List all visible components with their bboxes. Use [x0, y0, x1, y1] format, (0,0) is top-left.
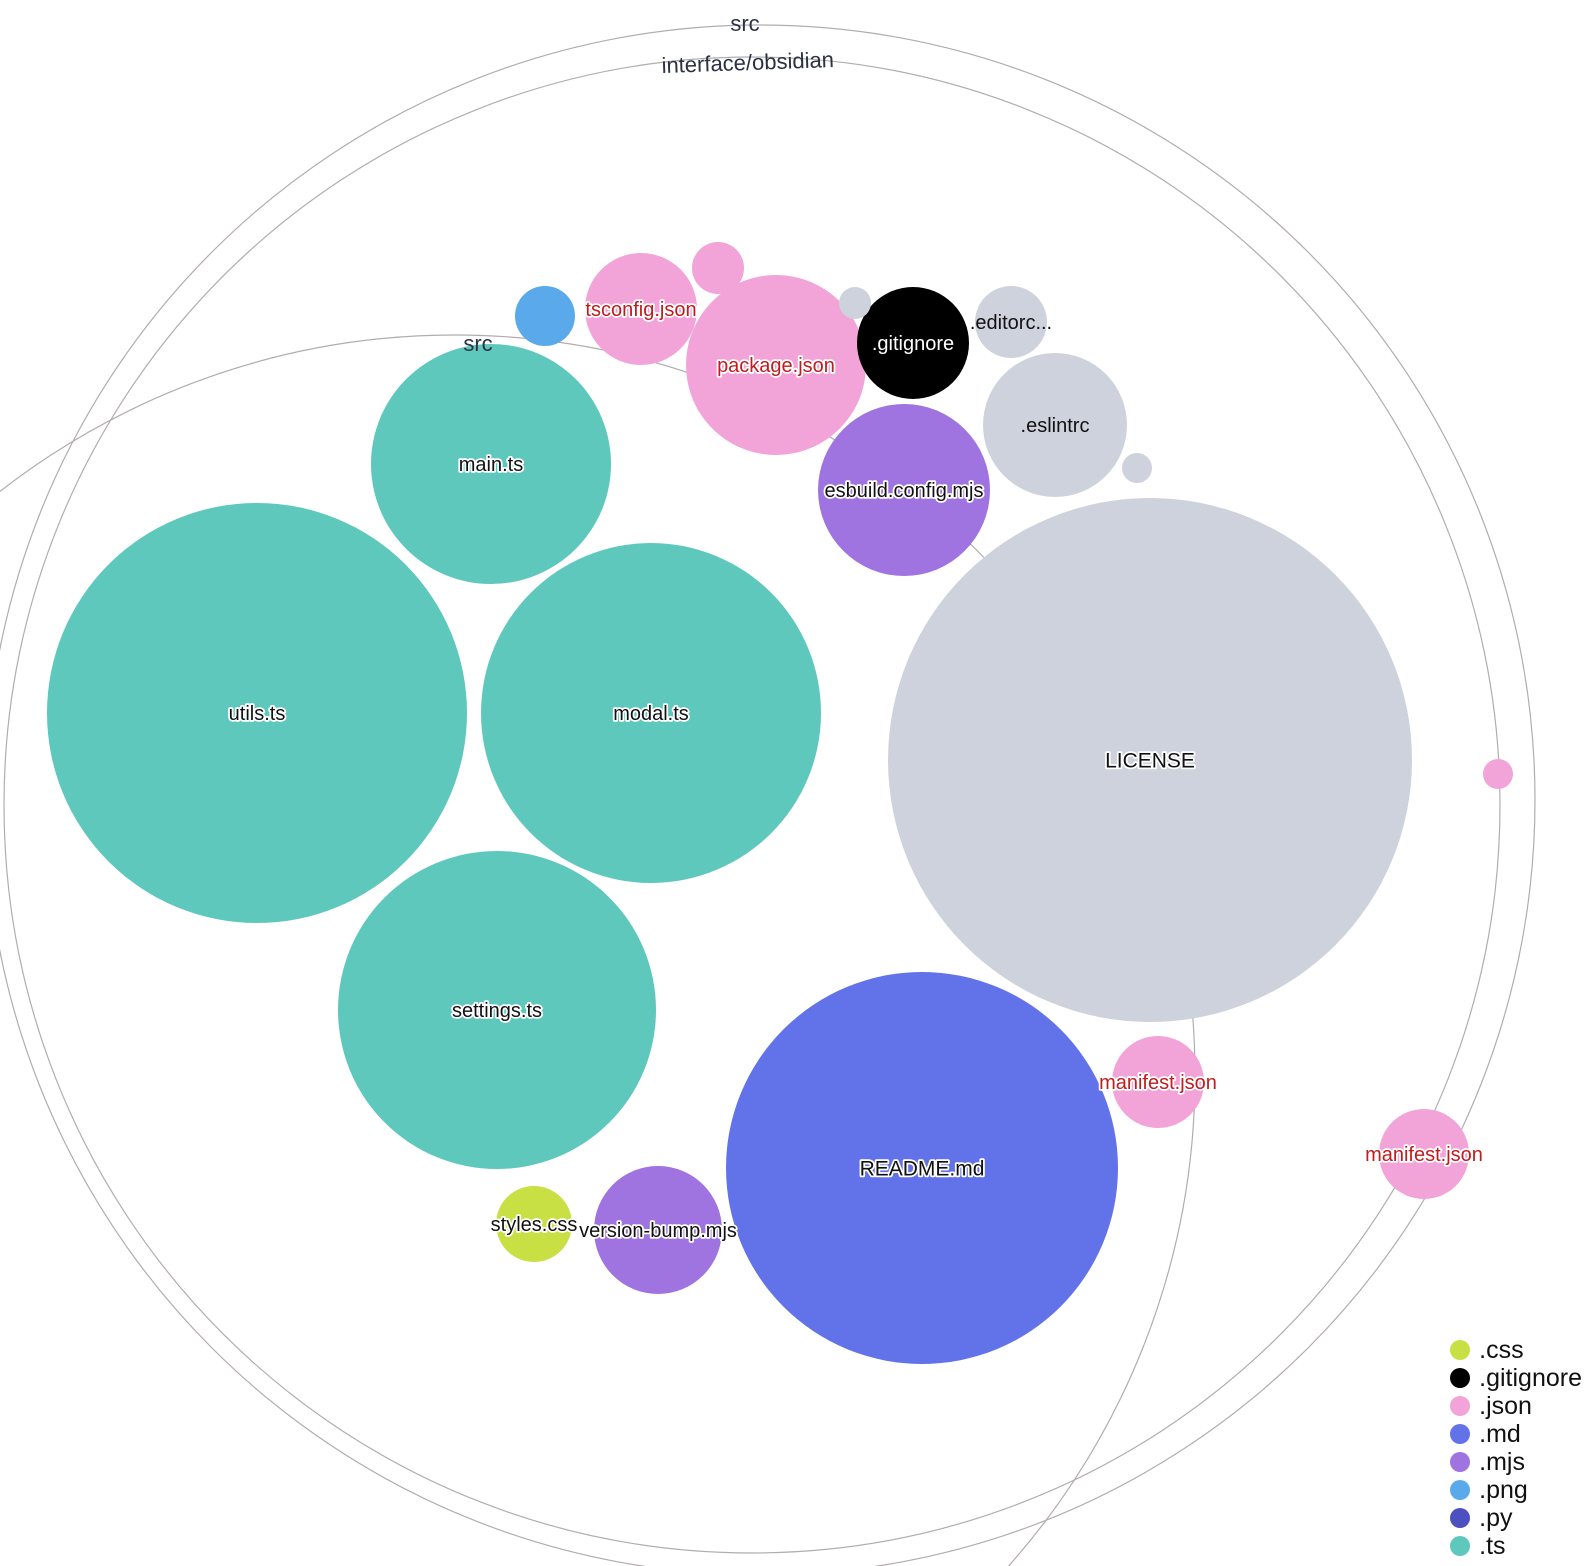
legend: .css .gitignore .json .md .mjs .png .py .ts: [1450, 1336, 1582, 1560]
file-circle--editorconfig[interactable]: [975, 286, 1047, 358]
legend-item-mjs[interactable]: .mjs: [1450, 1448, 1525, 1476]
legend-item-gitignore[interactable]: .gitignore: [1450, 1364, 1582, 1392]
file-circle-package-json[interactable]: [686, 275, 866, 455]
file-circle-icon-png[interactable]: [515, 286, 575, 346]
file-label-outline-settings-ts: settings.ts: [452, 1000, 542, 1022]
file-circle-settings-ts[interactable]: [338, 851, 656, 1169]
file-circle-manifest-json-outer[interactable]: [1379, 1109, 1469, 1199]
legend-label-ts: .ts: [1479, 1531, 1506, 1560]
file-circle-esbuild-config-mjs[interactable]: [818, 404, 990, 576]
file-label-modal-ts: modal.ts: [613, 703, 689, 725]
legend-item-py[interactable]: .py: [1450, 1503, 1513, 1532]
file-label-outline-manifest-json: manifest.json: [1099, 1072, 1217, 1094]
group-label-src: src: [730, 11, 759, 36]
file-label-outline-esbuild-config-mjs: esbuild.config.mjs: [825, 480, 984, 502]
legend-item-css[interactable]: .css: [1450, 1335, 1524, 1364]
legend-swatch-json-icon: [1450, 1396, 1471, 1416]
file-circle-small-json-right[interactable]: [1483, 759, 1513, 789]
file-circle--eslintrc[interactable]: [983, 353, 1127, 497]
file-label-outline-modal-ts: modal.ts: [613, 703, 689, 725]
file-circle-layer: [47, 242, 1513, 1364]
legend-label-mjs: .mjs: [1479, 1447, 1525, 1476]
file-circle-modal-ts[interactable]: [481, 543, 821, 883]
legend-label-py: .py: [1479, 1503, 1513, 1532]
legend-swatch-css-icon: [1450, 1340, 1471, 1360]
file-label--eslintrc: .eslintrc: [1021, 415, 1090, 437]
file-label-outline-utils-ts: utils.ts: [229, 703, 286, 725]
file-label-license: LICENSE: [1105, 749, 1195, 772]
file-label-main-ts: main.ts: [459, 454, 523, 476]
legend-item-json[interactable]: .json: [1450, 1392, 1532, 1420]
legend-label-json: .json: [1479, 1391, 1532, 1420]
group-ring-src[interactable]: [0, 24, 1536, 1566]
file-circle-styles-css[interactable]: [496, 1186, 572, 1262]
file-label-readme-md: README.md: [860, 1157, 985, 1180]
file-label--gitignore: .gitignore: [872, 333, 954, 355]
file-circle-utils-ts[interactable]: [47, 503, 467, 923]
group-label-src-inner: src: [463, 331, 492, 356]
file-circle-version-bump-mjs[interactable]: [594, 1166, 722, 1294]
group-label-interface-obsidian: interface/obsidian: [661, 47, 834, 78]
file-label-outline-version-bump-mjs: version-bump.mjs: [579, 1220, 737, 1242]
legend-label-md: .md: [1479, 1419, 1521, 1448]
file-circle-readme-md[interactable]: [726, 972, 1118, 1364]
legend-swatch-ts-icon: [1450, 1536, 1471, 1556]
file-label-tsconfig-json: tsconfig.json: [585, 299, 696, 321]
file-label-outline-manifest-json-outer: manifest.json: [1365, 1144, 1483, 1166]
file-circle-tsconfig-json[interactable]: [585, 253, 697, 365]
file-circle-small-other-right[interactable]: [1122, 453, 1152, 483]
file-label-outline-readme-md: README.md: [860, 1157, 985, 1180]
legend-swatch-md-icon: [1450, 1424, 1471, 1444]
legend-item-png[interactable]: .png: [1450, 1476, 1528, 1504]
file-circle-license[interactable]: [888, 498, 1412, 1022]
legend-swatch-mjs-icon: [1450, 1452, 1471, 1472]
group-ring-interface-obsidian[interactable]: [3, 56, 1501, 1554]
legend-swatch-gitignore-icon: [1450, 1368, 1471, 1388]
legend-swatch-png-icon: [1450, 1480, 1471, 1500]
file-circle-small-other-top[interactable]: [839, 287, 871, 319]
file-label-manifest-json: manifest.json: [1099, 1072, 1217, 1094]
file-label-outline-styles-css: styles.css: [491, 1214, 578, 1236]
file-circle-main-ts[interactable]: [371, 344, 611, 584]
file-label-settings-ts: settings.ts: [452, 1000, 542, 1022]
file-circle-manifest-json[interactable]: [1112, 1036, 1204, 1128]
legend-item-md[interactable]: .md: [1450, 1420, 1521, 1448]
file-label-package-json: package.json: [717, 355, 835, 377]
file-label-esbuild-config-mjs: esbuild.config.mjs: [825, 480, 984, 502]
file-circle-small-json-top[interactable]: [692, 242, 744, 294]
legend-label-css: .css: [1479, 1335, 1524, 1364]
file-label-version-bump-mjs: version-bump.mjs: [579, 1220, 737, 1242]
legend-label-png: .png: [1479, 1475, 1528, 1504]
legend-swatch-py-icon: [1450, 1508, 1471, 1528]
legend-item-ts[interactable]: .ts: [1450, 1531, 1506, 1560]
file-label-outline-license: LICENSE: [1105, 749, 1195, 772]
file-label-utils-ts: utils.ts: [229, 703, 286, 725]
file-label-outline-tsconfig-json: tsconfig.json: [585, 299, 696, 321]
file-label--editorconfig: .editorc...: [970, 312, 1052, 334]
group-label-layer: src interface/obsidian src: [463, 11, 834, 356]
file-label-styles-css: styles.css: [491, 1214, 578, 1236]
file-circle--gitignore[interactable]: [857, 287, 969, 399]
file-label-outline--gitignore: .gitignore: [872, 333, 954, 355]
file-label-outline-main-ts: main.ts: [459, 454, 523, 476]
legend-label-gitignore: .gitignore: [1479, 1363, 1582, 1392]
file-label-outline-package-json: package.json: [717, 355, 835, 377]
file-label-manifest-json-outer: manifest.json: [1365, 1144, 1483, 1166]
